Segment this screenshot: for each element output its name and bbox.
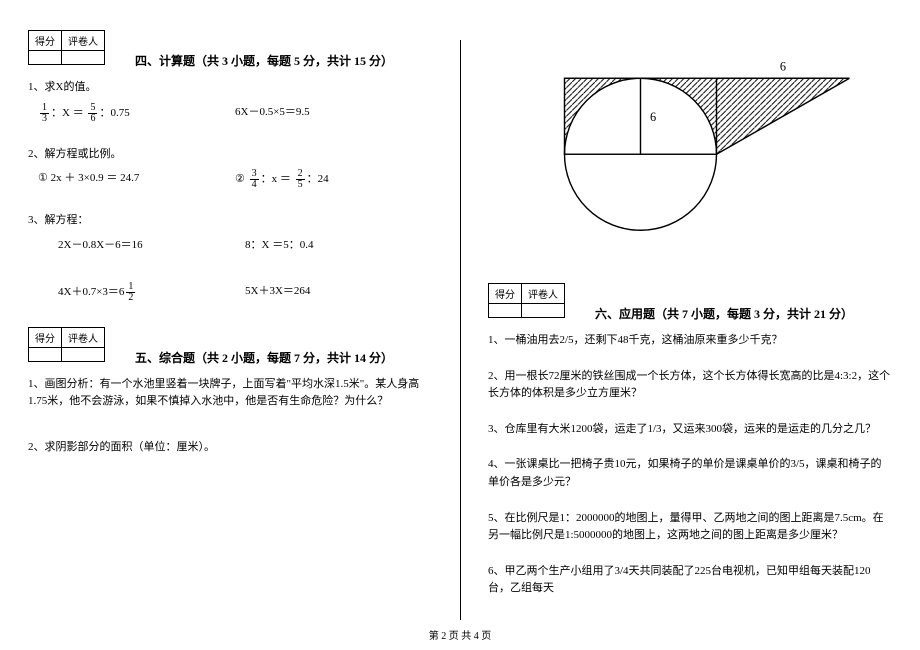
grader-label: 评卷人 (62, 31, 105, 51)
q2-eq1: ① 2x ＋ 3×0.9 ＝ 24.7 (38, 169, 235, 190)
score-cell (29, 347, 62, 361)
section4-title: 四、计算题（共 3 小题，每题 5 分，共计 15 分） (135, 52, 393, 69)
q1-label: 1、求X的值。 (28, 79, 432, 97)
score-box-5: 得分 评卷人 (28, 327, 105, 362)
q6-5: 5、在比例尺是1：2000000的地图上，量得甲、乙两地之间的图上距离是7.5c… (488, 510, 892, 545)
q6-1: 1、一桶油用去2/5，还剩下48千克，这桶油原来重多少千克？ (488, 332, 892, 350)
frac-1-2: 12 (126, 282, 135, 303)
q1-equations: 13：X ＝ 56：0.75 6X－0.5×5＝9.5 (38, 103, 432, 124)
score-cell (489, 304, 522, 318)
q1-eq1: 13：X ＝ 56：0.75 (38, 103, 235, 124)
page-footer: 第 2 页 共 4 页 (0, 627, 920, 642)
q2-label: 2、解方程或比例。 (28, 146, 432, 164)
score-label: 得分 (29, 327, 62, 347)
q6-6: 6、甲乙两个生产小组用了3/4天共同装配了225台电视机，已知甲组每天装配120… (488, 563, 892, 598)
grader-cell (522, 304, 565, 318)
q5-1: 1、画图分析：有一个水池里竖着一块牌子，上面写着"平均水深1.5米"。某人身高1… (28, 376, 432, 411)
q1-eq2: 6X－0.5×5＝9.5 (235, 103, 432, 124)
diagram-label-top: 6 (780, 60, 786, 74)
q3-eq2: 8：X ＝5：0.4 (245, 236, 432, 252)
frac-2-5: 25 (296, 169, 305, 190)
q6-4: 4、一张课桌比一把椅子贵10元，如果椅子的单价是课桌单价的3/5，课桌和椅子的单… (488, 456, 892, 491)
q2-eq2: ② 34：x ＝ 25：24 (235, 169, 432, 190)
section6-title: 六、应用题（共 7 小题，每题 3 分，共计 21 分） (595, 305, 853, 322)
frac-5-6: 56 (88, 103, 97, 124)
q6-3: 3、仓库里有大米1200袋，运走了1/3，又运来300袋，运来的是运走的几分之几… (488, 421, 892, 439)
q3-eq3: 4X＋0.7×3＝612 (58, 282, 245, 303)
section5-title: 五、综合题（共 2 小题，每题 7 分，共计 14 分） (135, 349, 393, 366)
section5-header: 得分 评卷人 五、综合题（共 2 小题，每题 7 分，共计 14 分） (28, 327, 432, 366)
section6-header: 得分 评卷人 六、应用题（共 7 小题，每题 3 分，共计 21 分） (488, 283, 892, 322)
q5-2: 2、求阴影部分的面积（单位：厘米）。 (28, 439, 432, 457)
q3-label: 3、解方程： (28, 212, 432, 230)
score-label: 得分 (29, 31, 62, 51)
q3-eq1: 2X－0.8X－6＝16 (58, 236, 245, 252)
vertical-divider (460, 40, 461, 620)
frac-3-4: 34 (250, 169, 259, 190)
q3-eq4: 5X＋3X＝264 (245, 282, 432, 303)
q6-2: 2、用一根长72厘米的铁丝围成一个长方体，这个长方体得长宽高的比是4:3:2，这… (488, 368, 892, 403)
grader-cell (62, 51, 105, 65)
q3-row2: 4X＋0.7×3＝612 5X＋3X＝264 (58, 282, 432, 303)
score-box-4: 得分 评卷人 (28, 30, 105, 65)
section4-header: 得分 评卷人 四、计算题（共 3 小题，每题 5 分，共计 15 分） (28, 30, 432, 69)
score-cell (29, 51, 62, 65)
q2-equations: ① 2x ＋ 3×0.9 ＝ 24.7 ② 34：x ＝ 25：24 (38, 169, 432, 190)
diagram-label-mid: 6 (650, 110, 656, 124)
frac-1-3: 13 (40, 103, 49, 124)
q3-row1: 2X－0.8X－6＝16 8：X ＝5：0.4 (58, 236, 432, 252)
grader-label: 评卷人 (62, 327, 105, 347)
geometry-diagram: 6 6 (498, 30, 878, 250)
left-column: 得分 评卷人 四、计算题（共 3 小题，每题 5 分，共计 15 分） 1、求X… (0, 0, 460, 620)
right-column: 6 6 得分 评卷人 六、应用题（共 7 小题，每题 3 分，共计 21 分） … (460, 0, 920, 620)
score-box-6: 得分 评卷人 (488, 283, 565, 318)
grader-label: 评卷人 (522, 284, 565, 304)
page-container: 得分 评卷人 四、计算题（共 3 小题，每题 5 分，共计 15 分） 1、求X… (0, 0, 920, 620)
grader-cell (62, 347, 105, 361)
score-label: 得分 (489, 284, 522, 304)
